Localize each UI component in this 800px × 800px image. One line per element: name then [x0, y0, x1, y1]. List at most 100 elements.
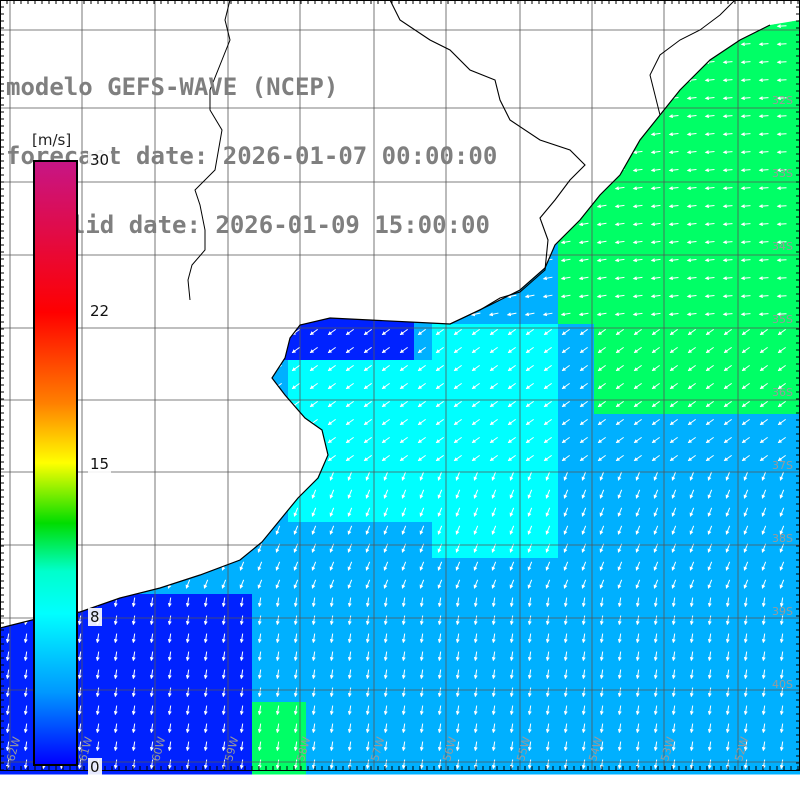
wind-cell — [594, 144, 613, 163]
wind-arrow — [453, 346, 462, 354]
wind-arrow — [668, 204, 679, 209]
wind-cell — [738, 414, 757, 433]
wind-cell — [702, 378, 721, 397]
wind-cell — [540, 234, 559, 253]
wind-cell — [702, 630, 721, 649]
wind-arrow — [5, 597, 10, 608]
wind-cell — [666, 720, 685, 739]
wind-cell — [630, 522, 649, 541]
wind-arrow — [347, 489, 353, 499]
wind-cell — [612, 468, 631, 487]
wind-arrow — [722, 24, 733, 29]
wind-arrow — [452, 276, 463, 281]
wind-cell — [684, 252, 703, 271]
wind-cell — [774, 72, 793, 91]
wind-arrow — [542, 60, 553, 65]
wind-arrow — [777, 382, 786, 390]
wind-cell — [360, 342, 379, 361]
wind-arrow — [632, 114, 643, 119]
wind-cell — [126, 396, 145, 415]
wind-arrow — [524, 222, 535, 227]
wind-cell — [216, 702, 235, 721]
wind-arrow — [365, 471, 371, 481]
wind-cell — [432, 270, 451, 289]
wind-cell — [576, 216, 595, 235]
wind-cell — [540, 126, 559, 145]
wind-cell — [180, 558, 199, 577]
wind-cell — [774, 576, 793, 595]
wind-cell — [612, 108, 631, 127]
wind-arrow — [309, 346, 318, 354]
wind-cell — [612, 432, 631, 451]
wind-cell — [198, 630, 217, 649]
wind-cell — [594, 684, 613, 703]
wind-cell — [450, 432, 469, 451]
wind-cell — [666, 20, 685, 37]
wind-cell — [756, 414, 775, 433]
wind-cell — [414, 360, 433, 379]
wind-cell — [630, 540, 649, 559]
wind-arrow — [380, 24, 391, 29]
wind-cell — [612, 360, 631, 379]
wind-cell — [126, 594, 145, 613]
wind-cell — [558, 432, 577, 451]
wind-cell — [648, 252, 667, 271]
wind-arrow — [203, 471, 209, 481]
wind-arrow — [183, 311, 193, 317]
wind-arrow — [23, 471, 29, 481]
wind-cell — [630, 684, 649, 703]
wind-arrow — [668, 222, 679, 227]
wind-arrow — [507, 418, 516, 426]
wind-cell — [180, 756, 199, 775]
wind-cell — [162, 432, 181, 451]
wind-arrow — [725, 489, 731, 499]
wind-arrow — [740, 294, 751, 299]
wind-cell — [144, 702, 163, 721]
wind-cell — [612, 378, 631, 397]
wind-cell — [576, 252, 595, 271]
wind-cell — [720, 558, 739, 577]
wind-arrow — [327, 346, 336, 354]
wind-cell — [684, 396, 703, 415]
wind-arrow — [651, 346, 660, 354]
wind-cell — [342, 756, 361, 775]
wind-arrow — [95, 507, 101, 517]
wind-cell — [738, 450, 757, 469]
wind-arrow — [743, 489, 749, 499]
wind-cell — [720, 180, 739, 199]
wind-cell — [288, 342, 307, 361]
wind-cell — [720, 576, 739, 595]
wind-cell — [234, 594, 253, 613]
wind-arrow — [3, 364, 12, 372]
wind-arrow — [758, 186, 769, 191]
wind-cell — [288, 450, 307, 469]
wind-cell — [558, 666, 577, 685]
wind-cell — [792, 216, 800, 235]
wind-cell — [342, 288, 361, 307]
wind-arrow — [668, 114, 679, 119]
wind-cell — [414, 684, 433, 703]
wind-cell — [702, 270, 721, 289]
wind-cell — [126, 270, 145, 289]
wind-cell — [540, 54, 559, 73]
wind-arrow — [650, 150, 661, 155]
wind-arrow — [344, 24, 355, 29]
wind-cell — [450, 720, 469, 739]
wind-cell — [180, 468, 199, 487]
wind-cell — [504, 450, 523, 469]
wind-cell — [342, 504, 361, 523]
wind-cell — [756, 450, 775, 469]
wind-arrow — [615, 382, 624, 390]
wind-cell — [468, 576, 487, 595]
wind-cell — [216, 666, 235, 685]
wind-arrow — [669, 400, 678, 408]
wind-cell — [702, 594, 721, 613]
wind-cell — [108, 684, 127, 703]
wind-cell — [522, 360, 541, 379]
wind-arrow — [596, 168, 607, 173]
wind-cell — [270, 270, 289, 289]
wind-cell — [306, 504, 325, 523]
wind-arrow — [417, 346, 426, 354]
wind-arrow — [399, 364, 408, 372]
